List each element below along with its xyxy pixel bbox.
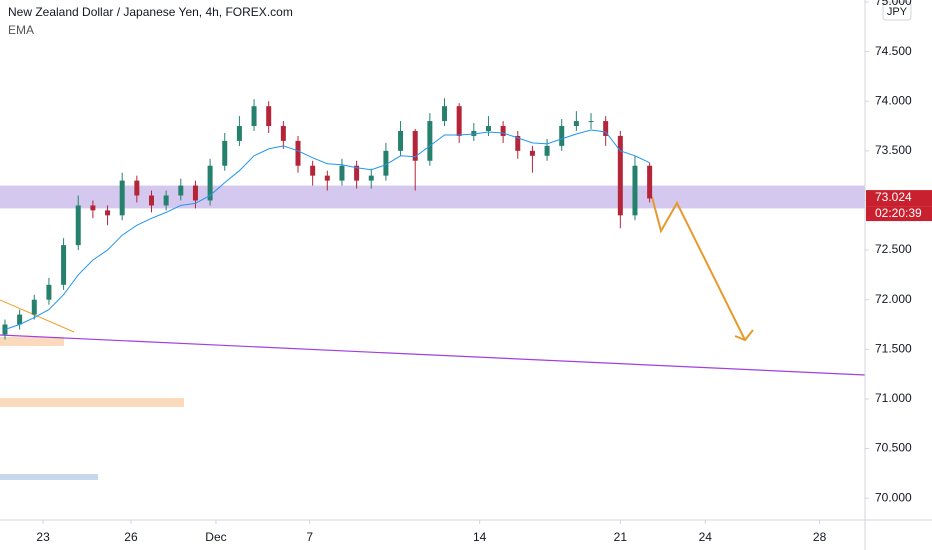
drawing-bar (0, 474, 98, 480)
projection-arrow (651, 196, 746, 341)
candle-body (603, 121, 609, 136)
candle-body (266, 106, 272, 127)
candle-body (148, 195, 154, 206)
x-tick-label: 23 (36, 530, 50, 544)
candle-body (529, 150, 535, 156)
candle-body (163, 195, 169, 206)
currency-label: JPY (887, 6, 908, 18)
candle-body (236, 126, 242, 141)
candle-body (119, 180, 125, 216)
candle-body (280, 126, 286, 141)
candle-body (456, 106, 462, 136)
countdown-label: 02:20:39 (875, 206, 922, 220)
drawing-bar (0, 337, 64, 346)
candle-body (617, 135, 623, 216)
y-tick-label: 74.000 (875, 93, 912, 107)
candle-body (573, 121, 579, 127)
candle-body (46, 284, 52, 300)
candle-body (90, 205, 96, 211)
trend-line (0, 334, 866, 376)
y-tick-label: 70.500 (875, 441, 912, 455)
candle-body (31, 299, 37, 315)
candle-body (75, 205, 81, 246)
support-zone (0, 185, 865, 209)
candle-body (178, 185, 184, 196)
y-tick-label: 70.000 (875, 490, 912, 504)
indicator-label: EMA (8, 23, 34, 37)
x-tick-label: Dec (205, 530, 226, 544)
candle-body (500, 126, 506, 136)
candle-body (207, 165, 213, 201)
last-price-label: 73.024 (875, 190, 912, 204)
last-price-box (866, 190, 932, 207)
ema-line (4, 129, 650, 330)
x-tick-label: 28 (813, 530, 827, 544)
candle-body (427, 121, 433, 161)
y-tick-label: 71.000 (875, 391, 912, 405)
y-tick-label: 73.500 (875, 143, 912, 157)
candle-body (192, 185, 198, 201)
x-tick-label: 21 (614, 530, 628, 544)
y-tick-label: 72.000 (875, 292, 912, 306)
candle-body (61, 245, 67, 285)
drawing-bar (0, 398, 184, 407)
candle-body (647, 165, 653, 199)
candle-body (295, 140, 301, 166)
candle-body (222, 140, 228, 166)
candle-body (310, 165, 316, 176)
x-tick-label: 24 (699, 530, 713, 544)
candle-body (471, 130, 477, 136)
x-tick-label: 7 (306, 530, 313, 544)
candle-body (588, 121, 594, 123)
countdown-box (866, 206, 932, 222)
candle-body (412, 130, 418, 161)
y-tick-label: 71.500 (875, 341, 912, 355)
y-tick-label: 72.500 (875, 242, 912, 256)
candle-body (383, 150, 389, 176)
candle-body (515, 135, 521, 151)
x-tick-label: 14 (473, 530, 487, 544)
y-tick-label: 75.000 (875, 0, 912, 8)
candle-body (105, 210, 111, 216)
candle-body (442, 106, 448, 122)
candle-body (485, 126, 491, 131)
arrow-head (734, 329, 754, 342)
candle-body (544, 145, 550, 156)
candle-body (251, 106, 257, 127)
candle-body (17, 314, 23, 325)
candle-body (368, 175, 374, 181)
candle-body (339, 165, 345, 181)
candle-body (559, 126, 565, 146)
candle-body (134, 180, 140, 196)
candle-body (2, 324, 8, 335)
y-tick-label: 74.500 (875, 44, 912, 58)
candle-body (324, 175, 330, 181)
candle-body (632, 165, 638, 216)
chart-title: New Zealand Dollar / Japanese Yen, 4h, F… (8, 5, 293, 19)
candle-body (398, 130, 404, 151)
currency-box (882, 1, 912, 21)
x-tick-label: 26 (124, 530, 138, 544)
candle-body (354, 165, 360, 181)
